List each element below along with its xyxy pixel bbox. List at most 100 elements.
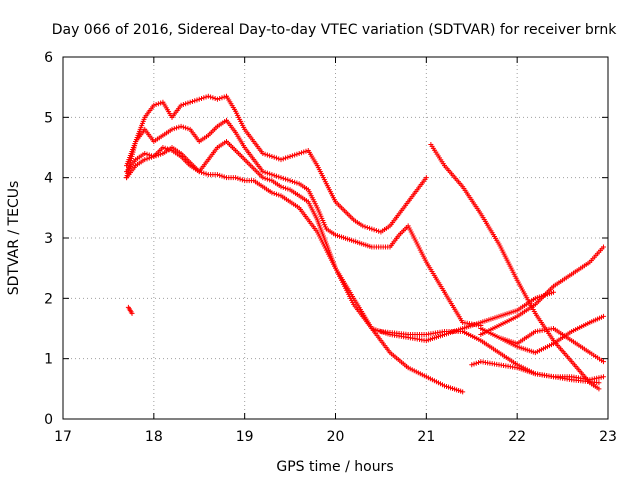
- data-point: [371, 227, 377, 233]
- x-tick-label: 18: [145, 429, 163, 445]
- data-point: [201, 95, 207, 101]
- data-point: [600, 313, 606, 319]
- series-track-2: [124, 117, 484, 328]
- data-point: [262, 175, 268, 181]
- data-point: [269, 154, 275, 160]
- data-point: [298, 150, 304, 156]
- data-point: [160, 145, 166, 150]
- y-tick-label: 3: [44, 231, 53, 247]
- data-point: [276, 174, 282, 180]
- data-point: [174, 125, 180, 131]
- data-point: [219, 95, 225, 101]
- data-point: [183, 101, 189, 107]
- x-tick-label: 20: [327, 429, 345, 445]
- data-point: [183, 125, 189, 131]
- data-point: [192, 98, 198, 104]
- y-tick-label: 5: [44, 110, 53, 126]
- data-point: [273, 191, 279, 197]
- data-point: [158, 151, 164, 157]
- y-tick-label: 4: [44, 171, 53, 187]
- data-point: [189, 98, 195, 104]
- x-tick-label: 17: [54, 429, 72, 445]
- data-point: [260, 151, 266, 157]
- data-point: [278, 184, 284, 190]
- data-point: [214, 172, 220, 178]
- y-tick-label: 2: [44, 291, 53, 307]
- data-point: [271, 172, 277, 178]
- data-point: [369, 226, 375, 232]
- data-point: [296, 151, 302, 157]
- data-point: [162, 145, 168, 151]
- series-track-1: [124, 93, 429, 235]
- data-point: [219, 173, 225, 179]
- series-track-6: [428, 141, 602, 392]
- data-point: [262, 151, 268, 157]
- data-point: [594, 375, 600, 381]
- data-point: [267, 171, 273, 177]
- data-point: [285, 177, 291, 183]
- data-point: [155, 101, 161, 107]
- data-point: [469, 362, 475, 368]
- data-point: [144, 156, 150, 162]
- data-point: [303, 148, 309, 154]
- data-point: [196, 169, 202, 175]
- data-point: [146, 155, 152, 161]
- data-point: [591, 376, 597, 382]
- series-track-8: [478, 244, 606, 338]
- data-point: [276, 192, 282, 198]
- data-point: [142, 157, 148, 163]
- data-point: [285, 186, 291, 192]
- series-track-4: [124, 145, 466, 395]
- data-point: [217, 95, 223, 101]
- chart-title: Day 066 of 2016, Sidereal Day-to-day VTE…: [52, 22, 617, 38]
- data-point: [267, 153, 273, 159]
- data-point: [199, 95, 205, 101]
- data-point: [185, 126, 191, 132]
- data-point: [289, 153, 295, 159]
- data-point: [267, 177, 273, 183]
- data-point: [460, 389, 466, 395]
- data-point: [199, 169, 205, 175]
- data-point: [208, 94, 214, 100]
- data-point: [180, 102, 186, 108]
- data-point: [283, 155, 289, 161]
- data-points: [124, 93, 606, 395]
- data-point: [283, 176, 289, 182]
- data-point: [471, 361, 477, 367]
- data-point: [185, 100, 191, 106]
- series-track-5: [378, 329, 602, 386]
- y-tick-label: 6: [44, 50, 53, 66]
- data-point: [264, 176, 270, 182]
- data-point: [239, 177, 245, 183]
- data-point: [589, 376, 595, 382]
- y-axis-label: SDTVAR / TECUs: [6, 181, 22, 296]
- data-point: [151, 102, 157, 108]
- data-point: [205, 93, 211, 99]
- data-point: [287, 178, 293, 184]
- data-point: [283, 185, 289, 191]
- series-track-11: [125, 304, 135, 316]
- data-point: [587, 377, 593, 383]
- data-point: [360, 223, 366, 229]
- data-point: [600, 374, 606, 380]
- x-tick-label: 22: [508, 429, 526, 445]
- data-point: [129, 310, 135, 316]
- data-point: [278, 175, 284, 181]
- data-point: [271, 154, 277, 160]
- data-point: [149, 154, 155, 160]
- data-point: [142, 151, 148, 157]
- data-point: [171, 126, 177, 132]
- data-point: [362, 224, 368, 230]
- data-point: [176, 124, 182, 130]
- y-tick-label: 1: [44, 352, 53, 368]
- series-track-10: [496, 326, 606, 365]
- data-point: [212, 95, 218, 101]
- data-point: [551, 289, 556, 295]
- data-point: [294, 180, 300, 186]
- data-point: [260, 175, 266, 181]
- data-point: [473, 360, 479, 366]
- data-point: [221, 174, 227, 180]
- data-point: [598, 374, 604, 380]
- data-point: [269, 172, 275, 178]
